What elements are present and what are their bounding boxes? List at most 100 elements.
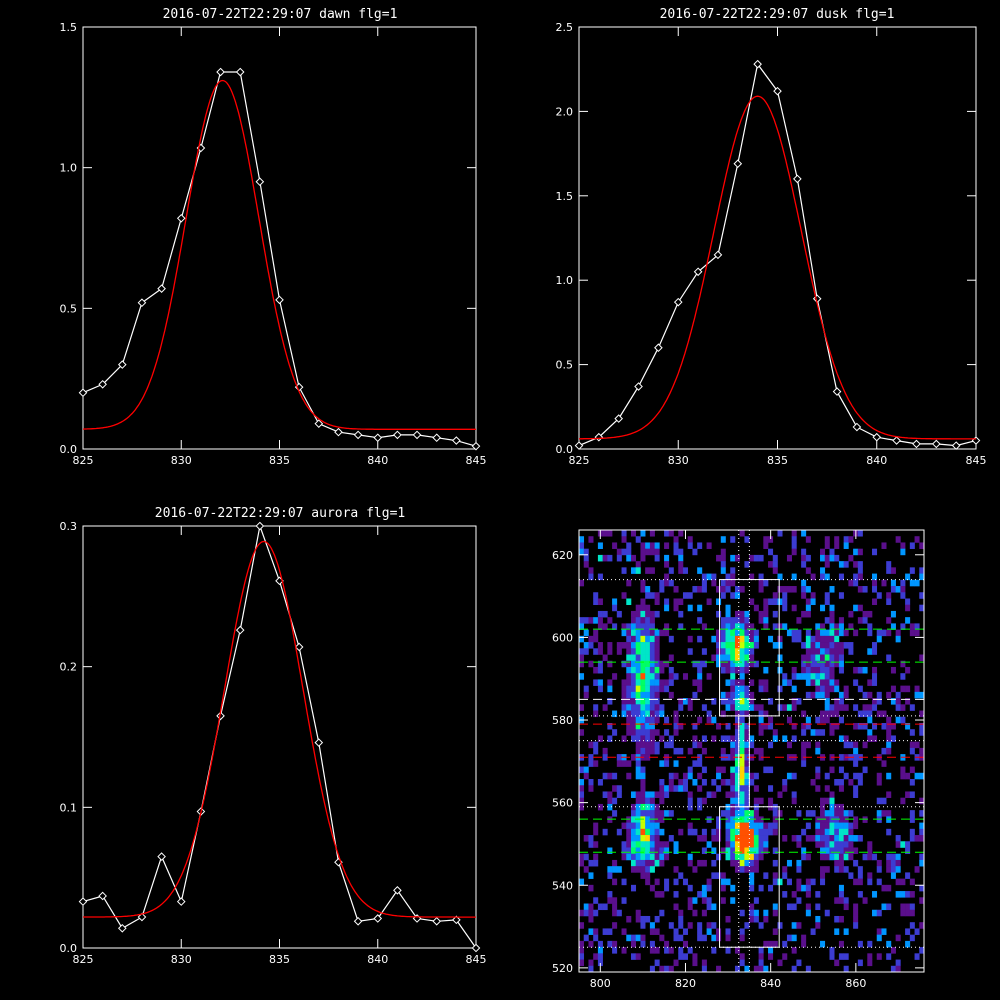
image-pixel: [749, 866, 755, 873]
image-pixel: [583, 685, 589, 693]
image-pixel: [758, 554, 764, 562]
image-pixel: [720, 779, 726, 786]
image-pixel: [786, 629, 792, 637]
image-pixel: [763, 872, 769, 879]
dusk-gaussian-fit-line: [579, 95, 976, 440]
image-pixel: [801, 729, 807, 736]
image-pixel: [805, 722, 811, 730]
dusk-data-point: [753, 59, 762, 69]
image-pixel: [654, 729, 660, 736]
image-pixel: [659, 965, 665, 973]
dawn-gaussian-fit-line: [82, 79, 476, 430]
image-pixel: [838, 785, 844, 792]
image-pixel: [583, 934, 589, 942]
image-pixel: [867, 940, 873, 948]
image-pixel: [853, 573, 859, 581]
image-pixel: [810, 598, 816, 606]
image-pixel: [805, 878, 811, 886]
image-pixel: [612, 909, 618, 917]
image-pixel: [630, 722, 637, 730]
image-pixel: [886, 828, 892, 836]
image-pixel: [687, 884, 693, 892]
image-pixel: [602, 903, 608, 911]
image-pixel: [664, 629, 670, 637]
image-pixel: [659, 735, 665, 742]
image-pixel: [739, 816, 745, 823]
image-pixel: [838, 835, 844, 842]
image-pixel: [716, 598, 722, 606]
image-pixel: [640, 803, 646, 811]
aurora-data-point: [235, 625, 245, 635]
image-pixel: [815, 772, 821, 780]
image-pixel: [919, 722, 925, 730]
image-pixel: [730, 691, 736, 699]
image-pixel: [919, 604, 925, 612]
image-pixel: [909, 909, 915, 917]
image-y-tick-label: 540: [552, 879, 573, 892]
image-pixel: [829, 791, 835, 798]
image-pixel: [872, 853, 878, 861]
image-pixel: [701, 835, 707, 842]
image-pixel: [744, 772, 750, 780]
image-pixel: [630, 841, 637, 848]
image-pixel: [886, 561, 892, 568]
image-pixel: [824, 828, 830, 836]
image-pixel: [824, 536, 830, 543]
image-pixel: [862, 766, 868, 774]
image-pixel: [588, 660, 594, 668]
image-pixel: [621, 841, 627, 848]
image-pixel: [640, 691, 646, 699]
image-pixel: [815, 915, 821, 923]
image-pixel: [838, 648, 844, 655]
image-pixel: [838, 704, 844, 711]
image-pixel: [867, 716, 873, 724]
image-pixel: [909, 567, 915, 574]
image-pixel: [744, 810, 750, 817]
image-pixel: [730, 897, 736, 904]
image-pixel: [914, 685, 920, 693]
image-pixel: [753, 853, 759, 861]
image-pixel: [640, 710, 646, 718]
image-pixel: [834, 710, 840, 718]
image-pixel: [824, 542, 830, 549]
image-pixel: [635, 698, 641, 705]
image-pixel: [621, 822, 627, 830]
image-pixel: [853, 922, 859, 929]
image-pixel: [678, 610, 684, 618]
image-pixel: [678, 722, 684, 730]
image-pixel: [649, 810, 655, 817]
image-pixel: [900, 623, 906, 630]
image-x-tick-label: 800: [590, 977, 611, 990]
image-pixel: [630, 679, 637, 686]
image-pixel: [734, 592, 740, 599]
image-pixel: [730, 741, 736, 749]
image-pixel: [716, 853, 722, 861]
image-pixel: [630, 648, 637, 655]
image-pixel: [805, 673, 811, 680]
image-pixel: [914, 928, 920, 935]
image-pixel: [649, 685, 655, 693]
image-pixel: [701, 828, 707, 836]
image-pixel: [857, 548, 863, 556]
image-pixel: [626, 679, 632, 686]
image-pixel: [734, 691, 740, 699]
image-pixel: [753, 847, 759, 855]
image-pixel: [791, 685, 797, 693]
image-pixel: [919, 947, 925, 954]
image-pixel: [749, 679, 755, 686]
image-pixel: [895, 536, 901, 543]
image-pixel: [758, 617, 764, 624]
image-pixel: [791, 735, 797, 742]
image-pixel: [744, 729, 750, 736]
image-pixel: [654, 660, 660, 668]
image-pixel: [763, 965, 769, 973]
image-pixel: [706, 897, 712, 904]
image-pixel: [853, 878, 859, 886]
image-pixel: [838, 803, 844, 811]
image-pixel: [834, 629, 840, 637]
image-pixel: [834, 841, 840, 848]
image-pixel: [744, 797, 750, 805]
image-pixel: [725, 822, 731, 830]
image-pixel: [919, 729, 925, 736]
image-pixel: [824, 716, 830, 724]
